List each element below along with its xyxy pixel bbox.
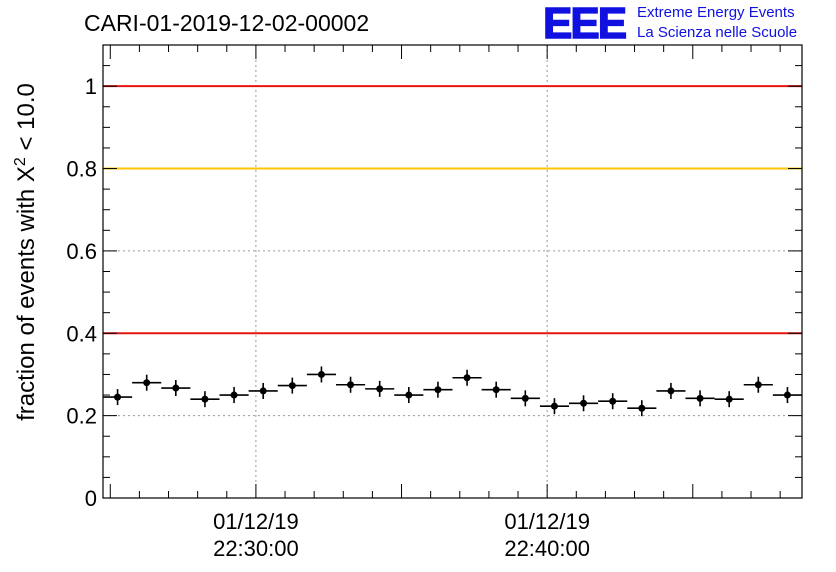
point-marker bbox=[754, 381, 762, 389]
y-axis-label: fraction of events with X2 < 10.0 bbox=[12, 83, 40, 421]
point-marker bbox=[405, 391, 413, 399]
eee-logo: EEE bbox=[543, 0, 628, 44]
data-point bbox=[365, 380, 395, 397]
point-marker bbox=[638, 404, 646, 412]
plot-frame bbox=[102, 44, 803, 499]
data-point bbox=[656, 382, 686, 399]
data-point bbox=[627, 400, 657, 417]
point-marker bbox=[667, 387, 675, 395]
point-marker bbox=[521, 394, 529, 402]
point-marker bbox=[172, 384, 180, 392]
y-tick-label: 0.2 bbox=[66, 404, 97, 429]
point-marker bbox=[376, 385, 384, 393]
data-point bbox=[510, 390, 540, 407]
data-point bbox=[219, 387, 249, 404]
data-point bbox=[569, 395, 599, 412]
reference-lines bbox=[103, 85, 802, 335]
point-marker bbox=[201, 395, 209, 403]
data-point bbox=[539, 398, 569, 415]
data-point bbox=[685, 390, 715, 407]
logo-line-2: La Scienza nelle Scuole bbox=[637, 24, 798, 41]
point-marker bbox=[143, 379, 151, 387]
data-point bbox=[306, 366, 336, 383]
data-point bbox=[103, 389, 133, 406]
point-marker bbox=[463, 374, 471, 382]
point-marker bbox=[114, 393, 122, 401]
point-marker bbox=[783, 391, 791, 399]
data-point bbox=[394, 387, 424, 404]
data-point bbox=[481, 381, 511, 398]
point-marker bbox=[347, 381, 355, 389]
data-point bbox=[452, 369, 482, 386]
point-marker bbox=[259, 387, 267, 395]
point-marker bbox=[317, 370, 325, 378]
point-marker bbox=[725, 395, 733, 403]
point-marker bbox=[580, 399, 588, 407]
x-tick-label-time: 22:30:00 bbox=[213, 536, 299, 561]
y-tick-label: 0.6 bbox=[66, 239, 97, 264]
data-point bbox=[277, 377, 307, 394]
data-points bbox=[103, 366, 802, 417]
eee-logo-mark: EEE bbox=[543, 0, 626, 44]
point-marker bbox=[434, 386, 442, 394]
data-point bbox=[598, 393, 628, 410]
run-title: CARI-01-2019-12-02-00002 bbox=[84, 10, 370, 36]
x-tick-label-date: 01/12/19 bbox=[504, 509, 590, 534]
axes bbox=[102, 44, 803, 499]
data-point bbox=[161, 380, 191, 397]
data-point bbox=[714, 391, 744, 408]
x-tick-label-time: 22:40:00 bbox=[504, 536, 590, 561]
point-marker bbox=[696, 394, 704, 402]
point-marker bbox=[609, 397, 617, 405]
data-point bbox=[336, 376, 366, 393]
data-point bbox=[772, 387, 802, 404]
data-point bbox=[248, 382, 278, 399]
grid-lines bbox=[103, 45, 802, 498]
y-tick-label: 0.8 bbox=[66, 157, 97, 182]
tick-labels: 00.20.40.60.8101/12/1922:30:0001/12/1922… bbox=[66, 74, 590, 561]
data-point bbox=[743, 376, 773, 393]
logo-line-1: Extreme Energy Events bbox=[637, 4, 795, 21]
x-tick-label-date: 01/12/19 bbox=[213, 509, 299, 534]
point-marker bbox=[550, 402, 558, 410]
point-marker bbox=[230, 391, 238, 399]
data-point bbox=[190, 391, 220, 408]
y-tick-label: 0.4 bbox=[66, 321, 97, 346]
y-tick-label: 0 bbox=[85, 486, 97, 511]
data-point bbox=[423, 381, 453, 398]
data-point bbox=[132, 374, 162, 391]
point-marker bbox=[288, 382, 296, 390]
y-tick-label: 1 bbox=[85, 74, 97, 99]
point-marker bbox=[492, 386, 500, 394]
